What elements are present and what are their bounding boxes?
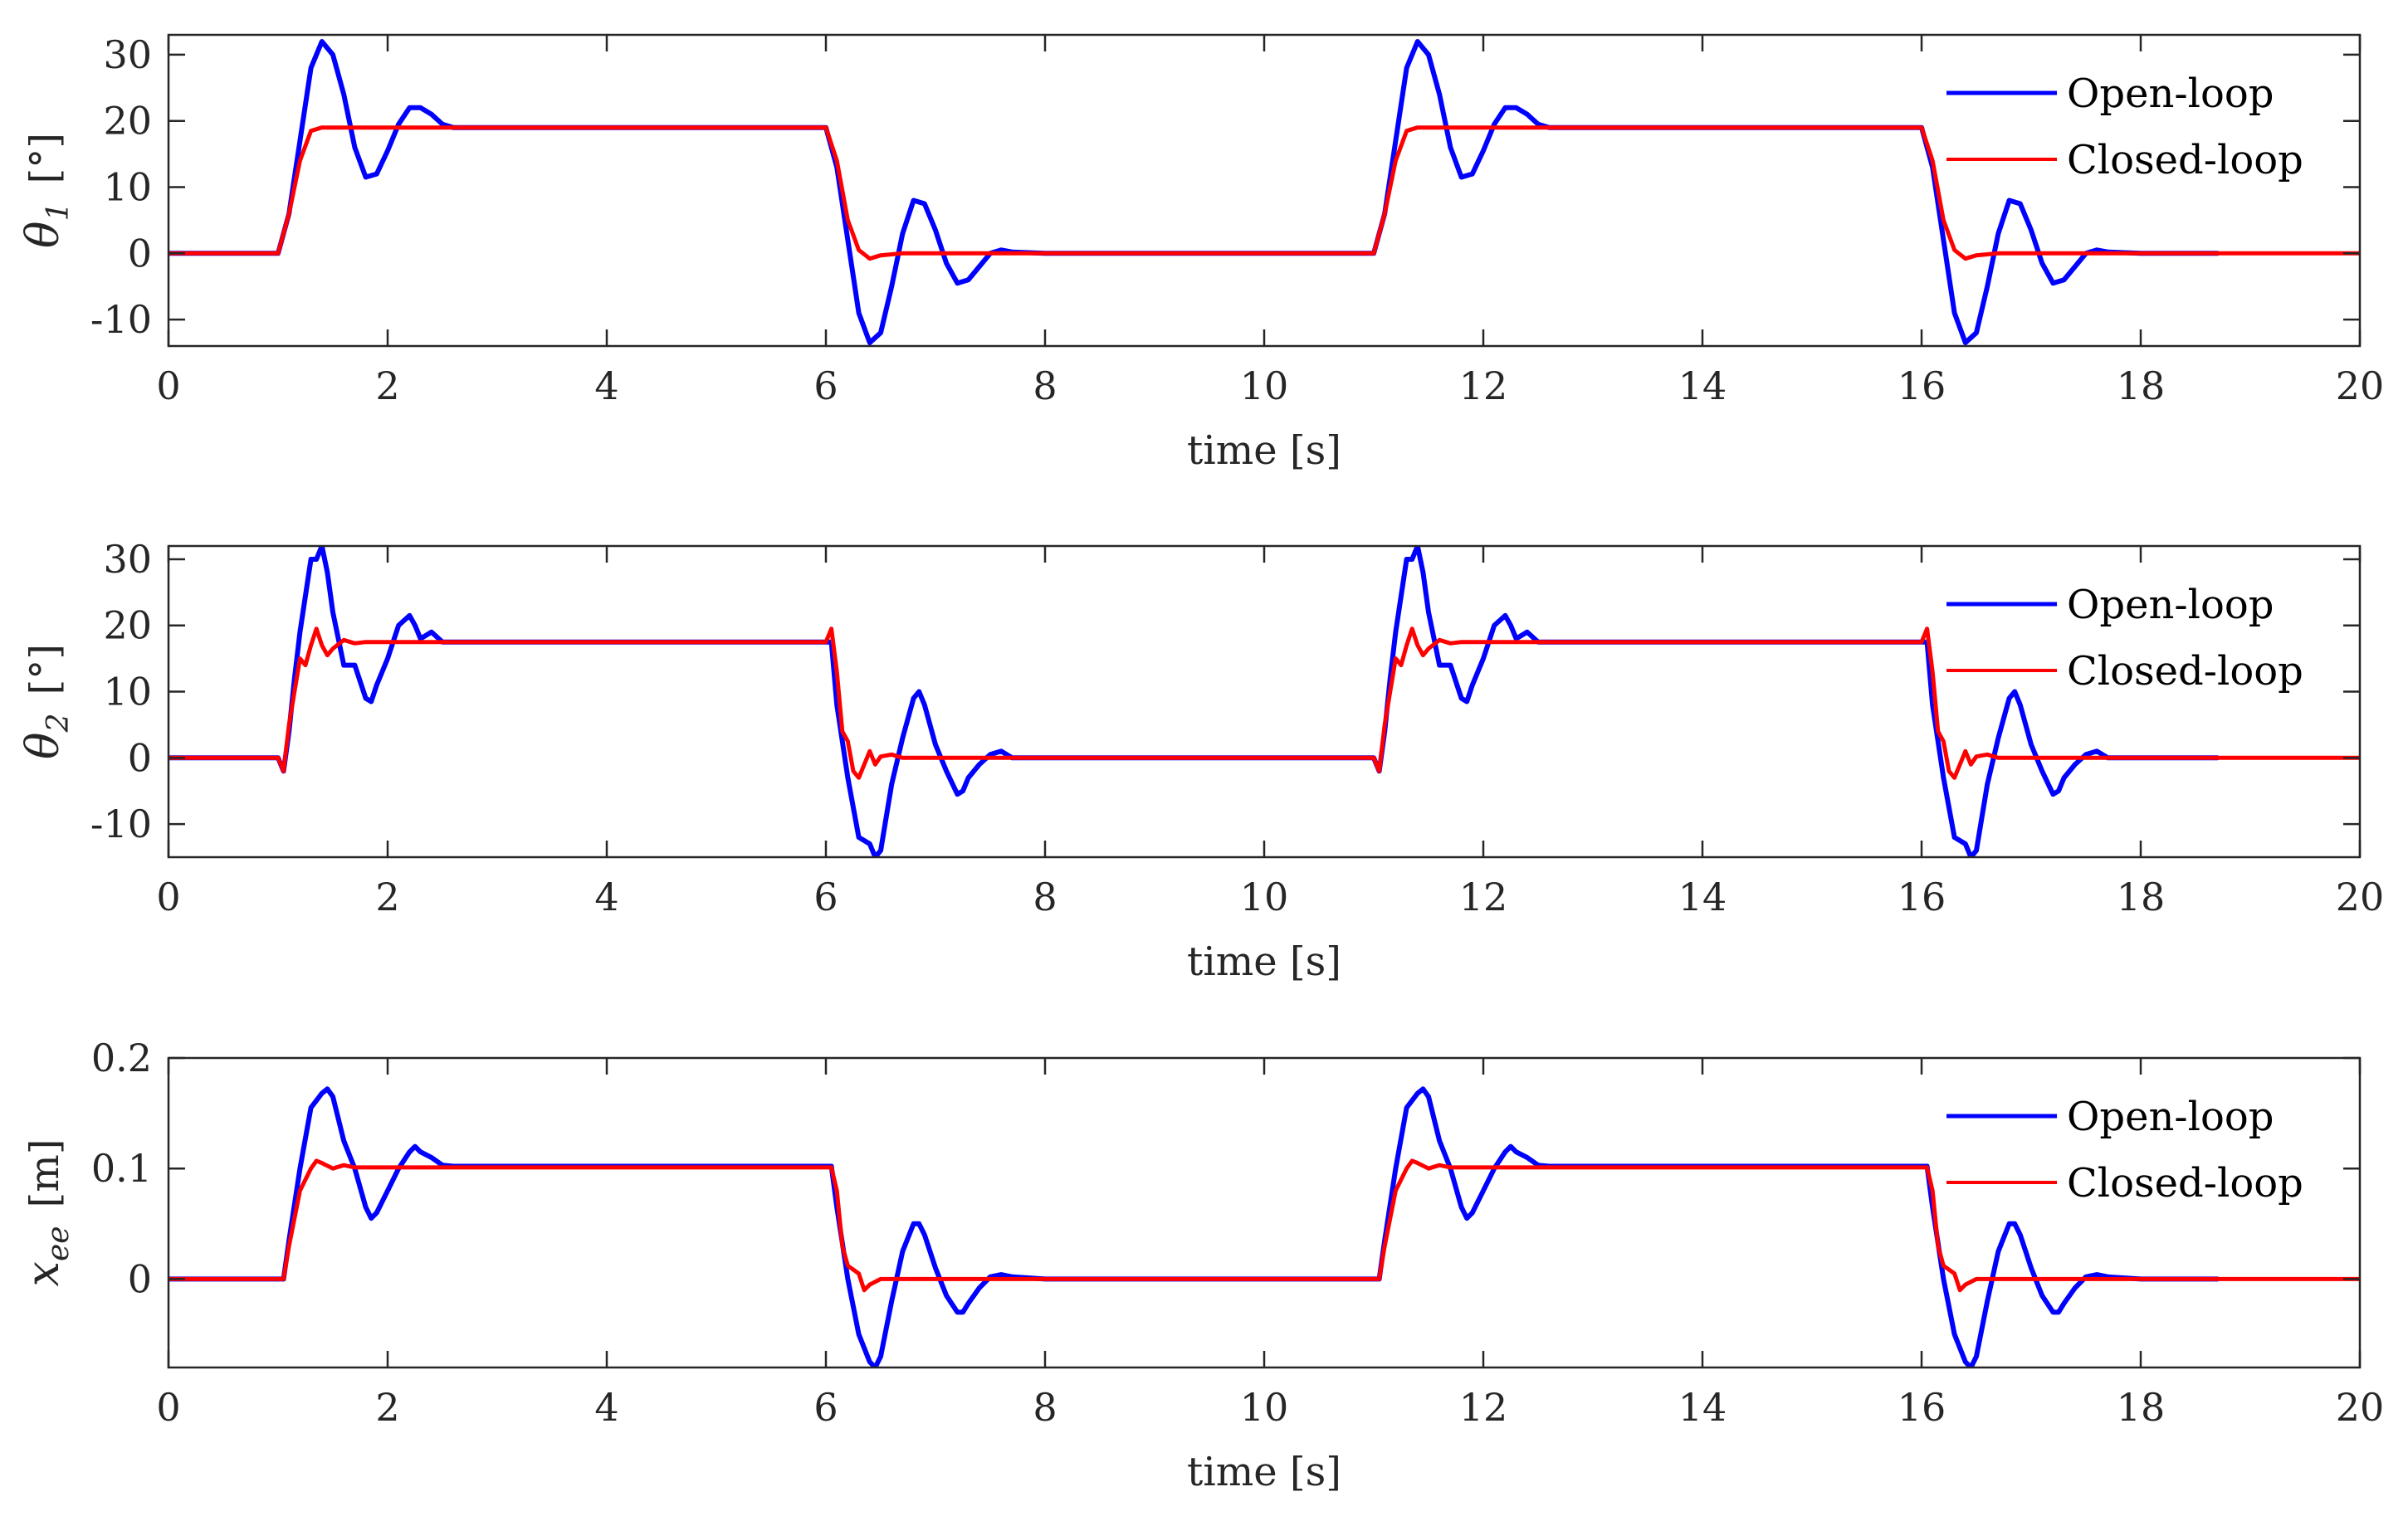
- y-axis-label-symbol: θ: [17, 221, 69, 248]
- x-tick-label: 14: [1678, 875, 1727, 919]
- x-tick-label: 20: [2336, 1385, 2385, 1430]
- x-tick-label: 20: [2336, 875, 2385, 919]
- subplot-xee: 0 2 4 6 8 10 12 14 16 18 20 0 0.1 0.2 time [s] xee [m] Op…: [17, 1036, 2384, 1495]
- x-tick-label: 16: [1898, 363, 1946, 408]
- y-tick-label: -10: [90, 802, 152, 846]
- x-tick-label: 4: [594, 1385, 618, 1430]
- y-tick-label: 30: [103, 537, 152, 582]
- y-axis-label: θ1 [°]: [17, 133, 76, 248]
- x-tick-label: 4: [594, 363, 618, 408]
- x-axis-label: time [s]: [1187, 938, 1341, 985]
- series-line-closed-loop-theta1: [169, 125, 2360, 261]
- x-tick-label: 10: [1240, 1385, 1289, 1430]
- x-tick-label: 18: [2117, 875, 2166, 919]
- x-tick-label: 10: [1240, 363, 1289, 408]
- x-tick-label: 20: [2336, 363, 2385, 408]
- x-tick-label: 0: [156, 363, 180, 408]
- x-tick-label: 18: [2117, 363, 2166, 408]
- x-tick-label: 2: [375, 363, 399, 408]
- series-line-closed-loop-xee: [169, 1158, 2360, 1293]
- y-tick-label: 10: [103, 165, 152, 210]
- y-axis-label-unit: [m]: [22, 1138, 68, 1207]
- axes-box-theta1: [167, 33, 2362, 348]
- x-tick-label: 6: [813, 363, 838, 408]
- x-tick-label: 16: [1898, 1385, 1946, 1430]
- x-tick-label: 2: [375, 1385, 399, 1430]
- legend-xee: Open-loop Closed-loop: [1946, 1094, 2303, 1207]
- x-tick-label: 16: [1898, 875, 1946, 919]
- legend-label-closed-loop: Closed-loop: [2067, 648, 2303, 695]
- legend-theta1: Open-loop Closed-loop: [1946, 71, 2303, 183]
- y-tick-label: 20: [103, 99, 152, 144]
- y-axis-label-subscript: 2: [42, 714, 76, 734]
- x-tick-label: 14: [1678, 1385, 1727, 1430]
- x-tick-label: 2: [375, 875, 399, 919]
- y-axis-label-unit: [°]: [22, 133, 68, 183]
- legend-label-open-loop: Open-loop: [2067, 71, 2274, 117]
- x-axis-label: time [s]: [1187, 427, 1341, 474]
- legend-label-open-loop: Open-loop: [2067, 1094, 2274, 1140]
- x-tick-label: 14: [1678, 363, 1727, 408]
- y-axis-label-subscript: ee: [42, 1226, 76, 1261]
- axes-box-theta2: [167, 544, 2362, 859]
- legend-label-closed-loop: Closed-loop: [2067, 1160, 2303, 1207]
- legend-label-open-loop: Open-loop: [2067, 582, 2274, 628]
- y-tick-label: -10: [90, 297, 152, 342]
- legend-theta2: Open-loop Closed-loop: [1946, 582, 2303, 695]
- x-tick-label: 8: [1033, 875, 1057, 919]
- y-tick-label: 0: [128, 231, 152, 275]
- x-tick-label: 6: [813, 1385, 838, 1430]
- y-axis-label-symbol: x: [17, 1261, 69, 1286]
- x-tick-label: 8: [1033, 363, 1057, 408]
- y-axis-label-unit: [°]: [22, 644, 68, 695]
- series-line-open-loop-theta2: [169, 546, 2220, 857]
- y-axis-label: xee [m]: [17, 1138, 76, 1286]
- y-tick-label: 30: [103, 32, 152, 77]
- y-axis-label: θ2 [°]: [17, 644, 76, 759]
- x-axis-label: time [s]: [1187, 1449, 1341, 1495]
- y-tick-label: 20: [103, 603, 152, 648]
- y-tick-label: 10: [103, 670, 152, 714]
- x-tick-label: 10: [1240, 875, 1289, 919]
- x-tick-label: 0: [156, 1385, 180, 1430]
- x-tick-label: 12: [1459, 1385, 1508, 1430]
- y-axis-label-subscript: 1: [42, 202, 76, 222]
- y-tick-label: 0: [128, 1256, 152, 1301]
- x-tick-label: 6: [813, 875, 838, 919]
- x-tick-label: 12: [1459, 875, 1508, 919]
- series-line-open-loop-xee: [169, 1086, 2220, 1367]
- axes-box-xee: [167, 1056, 2362, 1369]
- x-tick-label: 4: [594, 875, 618, 919]
- x-tick-label: 8: [1033, 1385, 1057, 1430]
- x-tick-label: 18: [2117, 1385, 2166, 1430]
- x-tick-label: 0: [156, 875, 180, 919]
- series-line-closed-loop-theta2: [169, 626, 2360, 780]
- series-line-open-loop-theta1: [169, 39, 2220, 345]
- x-tick-label: 12: [1459, 363, 1508, 408]
- y-tick-label: 0.2: [91, 1036, 152, 1080]
- y-axis-label-symbol: θ: [17, 732, 69, 759]
- y-tick-label: 0.1: [91, 1146, 152, 1191]
- y-tick-label: 0: [128, 735, 152, 780]
- legend-label-closed-loop: Closed-loop: [2067, 137, 2303, 183]
